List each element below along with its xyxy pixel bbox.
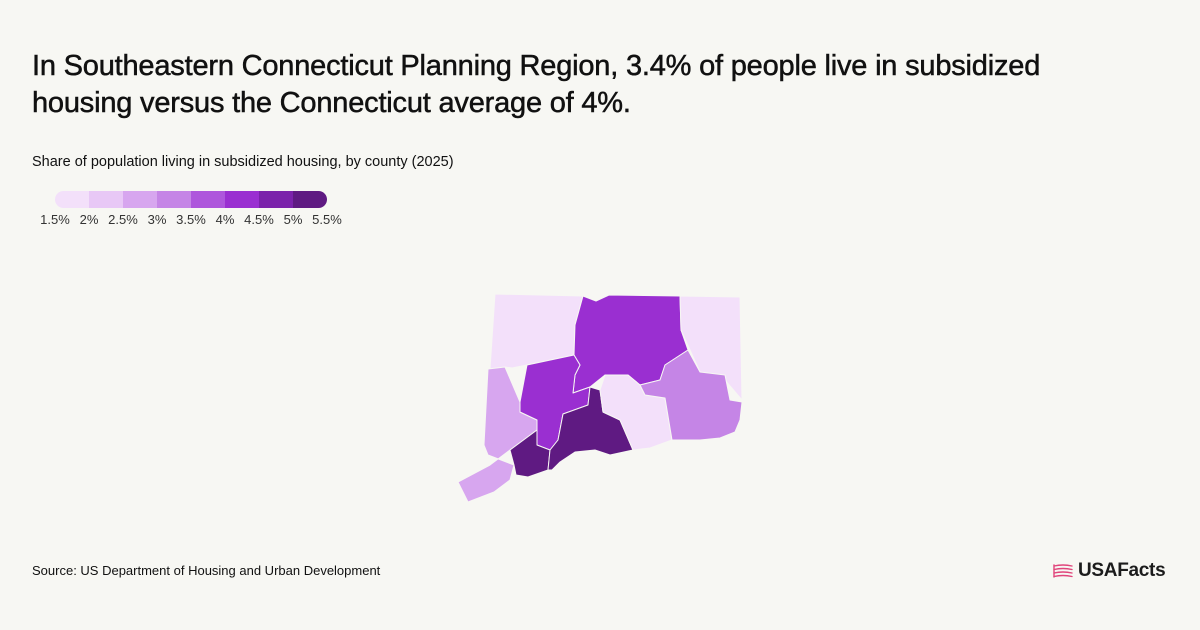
headline: In Southeastern Connecticut Planning Reg… bbox=[32, 50, 1041, 120]
legend-bar bbox=[55, 191, 358, 208]
usafacts-logo[interactable]: USAFacts bbox=[1052, 560, 1166, 582]
region-lower-connecticut-river-valley[interactable] bbox=[599, 374, 673, 451]
legend-swatch bbox=[259, 191, 293, 208]
legend-labels: 1.5% 2% 2.5% 3% 3.5% 4% 4.5% 5% 5.5% bbox=[38, 212, 358, 230]
logo-text: USAFacts bbox=[1078, 560, 1166, 581]
legend-swatch bbox=[225, 191, 259, 208]
legend-tick: 1.5% bbox=[40, 212, 70, 227]
legend-tick: 3.5% bbox=[176, 212, 206, 227]
region-greater-bridgeport[interactable] bbox=[509, 429, 551, 478]
region-southeastern[interactable] bbox=[639, 349, 743, 441]
legend-swatch bbox=[157, 191, 191, 208]
legend-swatch bbox=[191, 191, 225, 208]
chart-subtitle: Share of population living in subsidized… bbox=[32, 154, 454, 170]
legend-swatch bbox=[293, 191, 327, 208]
legend-swatch bbox=[55, 191, 89, 208]
legend-swatch bbox=[123, 191, 157, 208]
legend-tick: 3% bbox=[147, 212, 167, 227]
legend-tick: 5.5% bbox=[312, 212, 342, 227]
legend-tick: 2.5% bbox=[108, 212, 138, 227]
us-flag-icon bbox=[1053, 564, 1073, 578]
legend-tick: 2% bbox=[79, 212, 99, 227]
source-note: Source: US Department of Housing and Urb… bbox=[32, 563, 381, 578]
legend-tick: 5% bbox=[283, 212, 303, 227]
legend-tick: 4.5% bbox=[244, 212, 274, 227]
legend-swatch bbox=[89, 191, 123, 208]
color-legend: 1.5% 2% 2.5% 3% 3.5% 4% 4.5% 5% 5.5% bbox=[38, 191, 358, 230]
legend-tick: 4% bbox=[215, 212, 235, 227]
